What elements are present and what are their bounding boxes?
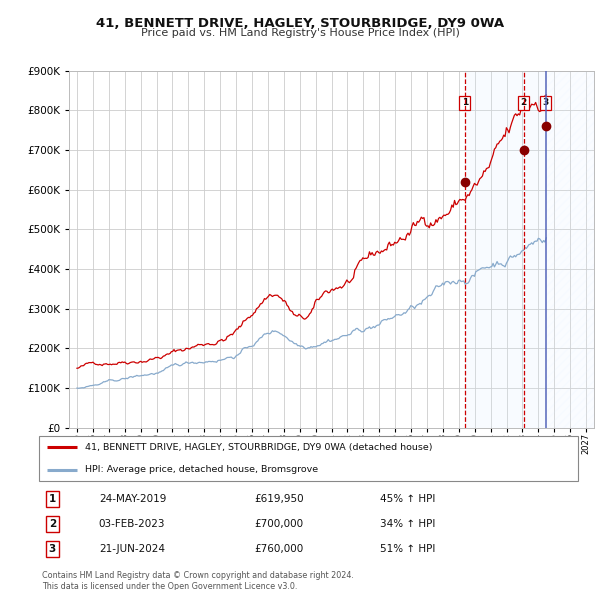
Text: 03-FEB-2023: 03-FEB-2023 bbox=[99, 519, 165, 529]
Text: 3: 3 bbox=[542, 99, 549, 107]
Text: 21-JUN-2024: 21-JUN-2024 bbox=[99, 545, 165, 554]
Text: 51% ↑ HPI: 51% ↑ HPI bbox=[380, 545, 436, 554]
Text: 2: 2 bbox=[49, 519, 56, 529]
Text: 3: 3 bbox=[49, 545, 56, 554]
FancyBboxPatch shape bbox=[39, 436, 578, 481]
Text: HPI: Average price, detached house, Bromsgrove: HPI: Average price, detached house, Brom… bbox=[85, 465, 318, 474]
Text: £700,000: £700,000 bbox=[254, 519, 304, 529]
Bar bbox=[465, 71, 546, 428]
Text: 24-MAY-2019: 24-MAY-2019 bbox=[99, 494, 166, 504]
Text: £760,000: £760,000 bbox=[254, 545, 304, 554]
Text: 41, BENNETT DRIVE, HAGLEY, STOURBRIDGE, DY9 0WA: 41, BENNETT DRIVE, HAGLEY, STOURBRIDGE, … bbox=[96, 17, 504, 30]
Text: 41, BENNETT DRIVE, HAGLEY, STOURBRIDGE, DY9 0WA (detached house): 41, BENNETT DRIVE, HAGLEY, STOURBRIDGE, … bbox=[85, 443, 433, 452]
Text: 2: 2 bbox=[521, 99, 527, 107]
Text: Contains HM Land Registry data © Crown copyright and database right 2024.
This d: Contains HM Land Registry data © Crown c… bbox=[42, 571, 354, 590]
Text: £619,950: £619,950 bbox=[254, 494, 304, 504]
Text: 1: 1 bbox=[49, 494, 56, 504]
Text: 45% ↑ HPI: 45% ↑ HPI bbox=[380, 494, 436, 504]
Text: 1: 1 bbox=[461, 99, 468, 107]
Text: Price paid vs. HM Land Registry's House Price Index (HPI): Price paid vs. HM Land Registry's House … bbox=[140, 28, 460, 38]
Bar bbox=[546, 71, 594, 428]
Text: 34% ↑ HPI: 34% ↑ HPI bbox=[380, 519, 436, 529]
